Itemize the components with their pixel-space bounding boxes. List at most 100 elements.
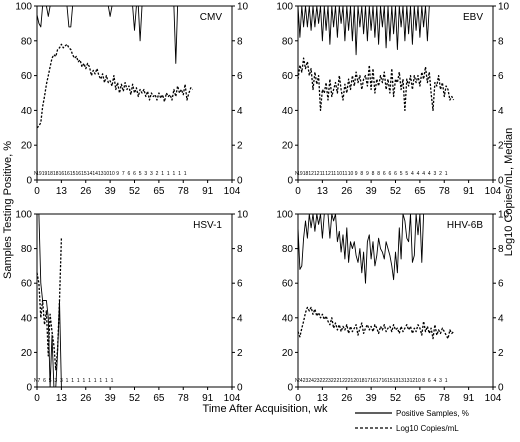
series-line-copies (297, 57, 455, 112)
y-left-tick-label: 100 (276, 210, 293, 221)
n-count-label: 12 (308, 171, 314, 177)
series-line-copies (297, 306, 455, 340)
n-count-label: 1 (71, 378, 74, 384)
n-count-label: 1 (161, 171, 164, 177)
x-tick-label: 26 (341, 393, 353, 404)
y-left-tick-label: 0 (287, 383, 293, 394)
n-count-label: 4 (422, 171, 425, 177)
x-tick-label: 91 (463, 186, 475, 197)
n-count-label: 1 (105, 378, 108, 384)
y-right-tick-label: 10 (498, 210, 510, 221)
y-right-tick-label: 0 (237, 383, 243, 394)
y-left-tick-label: 0 (26, 176, 32, 187)
x-tick-label: 39 (105, 186, 117, 197)
x-tick-label: 13 (56, 393, 68, 404)
x-tick-label: 39 (366, 393, 378, 404)
n-count-label: 1 (445, 378, 448, 384)
n-count-label: 8 (377, 171, 380, 177)
n-count-label: 18 (359, 378, 365, 384)
n-count-label: 14 (87, 171, 93, 177)
n-count-label: 15 (81, 171, 87, 177)
n-count-label: 13 (98, 171, 104, 177)
y-right-tick-label: 2 (237, 141, 243, 152)
n-count-label: 1 (77, 378, 80, 384)
n-count-label: 2 (439, 171, 442, 177)
y-left-tick-label: 60 (21, 71, 33, 82)
n-count-label: 1 (82, 378, 85, 384)
y-right-tick-label: 8 (237, 244, 243, 255)
plot-frame (36, 5, 233, 181)
n-count-label: 19 (42, 171, 48, 177)
n-count-label: 4 (411, 171, 414, 177)
n-count-label: 15 (387, 378, 393, 384)
n-count-label: 5 (139, 171, 142, 177)
y-left-tick-label: 80 (21, 244, 33, 255)
x-tick-label: 78 (439, 186, 451, 197)
n-count-label: 1 (111, 378, 114, 384)
x-tick-label: 26 (80, 393, 92, 404)
y-right-tick-label: 10 (237, 210, 249, 221)
x-tick-label: 13 (56, 186, 68, 197)
n-count-label: 3 (144, 171, 147, 177)
n-label: N (34, 378, 38, 384)
y-right-tick-label: 2 (498, 141, 504, 152)
n-count-label: 16 (59, 171, 65, 177)
n-count-label: 10 (336, 171, 342, 177)
x-tick-label: 104 (485, 186, 502, 197)
y-left-tick-label: 20 (282, 348, 294, 359)
n-count-label: 10 (415, 378, 421, 384)
y-left-tick-label: 100 (15, 210, 32, 221)
x-tick-label: 13 (317, 393, 329, 404)
y-left-tick-label: 40 (282, 106, 294, 117)
n-count-label: 1 (172, 171, 175, 177)
n-count-label: 1 (184, 171, 187, 177)
n-label: N (34, 171, 38, 177)
n-count-label: 8 (422, 378, 425, 384)
x-tick-label: 39 (366, 186, 378, 197)
n-count-label: 11 (320, 171, 325, 177)
n-count-label: 6 (394, 171, 397, 177)
n-count-label: 14 (92, 171, 98, 177)
n-count-label: 23 (314, 378, 320, 384)
y-left-tick-label: 60 (282, 279, 294, 290)
n-count-label: 4 (417, 171, 420, 177)
n-count-label: 6 (428, 378, 431, 384)
n-count-label: 12 (325, 171, 331, 177)
y-right-tick-label: 8 (237, 36, 243, 47)
x-tick-label: 52 (129, 393, 141, 404)
x-tick-label: 0 (34, 393, 40, 404)
n-count-label: 8 (360, 171, 363, 177)
n-count-label: 18 (303, 171, 309, 177)
n-count-label: 10 (109, 171, 115, 177)
y-right-tick-label: 6 (498, 279, 504, 290)
x-tick-label: 65 (414, 393, 426, 404)
n-count-label: 1 (445, 171, 448, 177)
y-right-tick-label: 0 (498, 176, 504, 187)
x-tick-label: 65 (414, 186, 426, 197)
n-count-label: 10 (348, 171, 354, 177)
panel-title: HSV-1 (193, 220, 222, 231)
series-line-positive (37, 213, 62, 388)
n-count-label: 18 (47, 171, 53, 177)
n-count-label: 21 (336, 378, 342, 384)
n-count-label: 16 (370, 378, 376, 384)
x-tick-label: 104 (485, 393, 502, 404)
legend-copies-label: Log10 Copies/mL (396, 424, 459, 433)
x-tick-label: 0 (34, 186, 40, 197)
n-count-label: 3 (439, 378, 442, 384)
n-count-label: 7 (37, 378, 40, 384)
n-count-label: 1 (88, 378, 91, 384)
series-line-positive (297, 5, 454, 56)
n-count-label: 2 (156, 171, 159, 177)
n-count-label: 13 (393, 378, 399, 384)
n-label: N (295, 171, 299, 177)
n-count-label: 6 (43, 378, 46, 384)
n-count-label: 1 (99, 378, 102, 384)
x-tick-label: 26 (341, 186, 353, 197)
n-count-label: 13 (404, 378, 410, 384)
n-count-label: 20 (353, 378, 359, 384)
y-right-tick-label: 6 (237, 71, 243, 82)
